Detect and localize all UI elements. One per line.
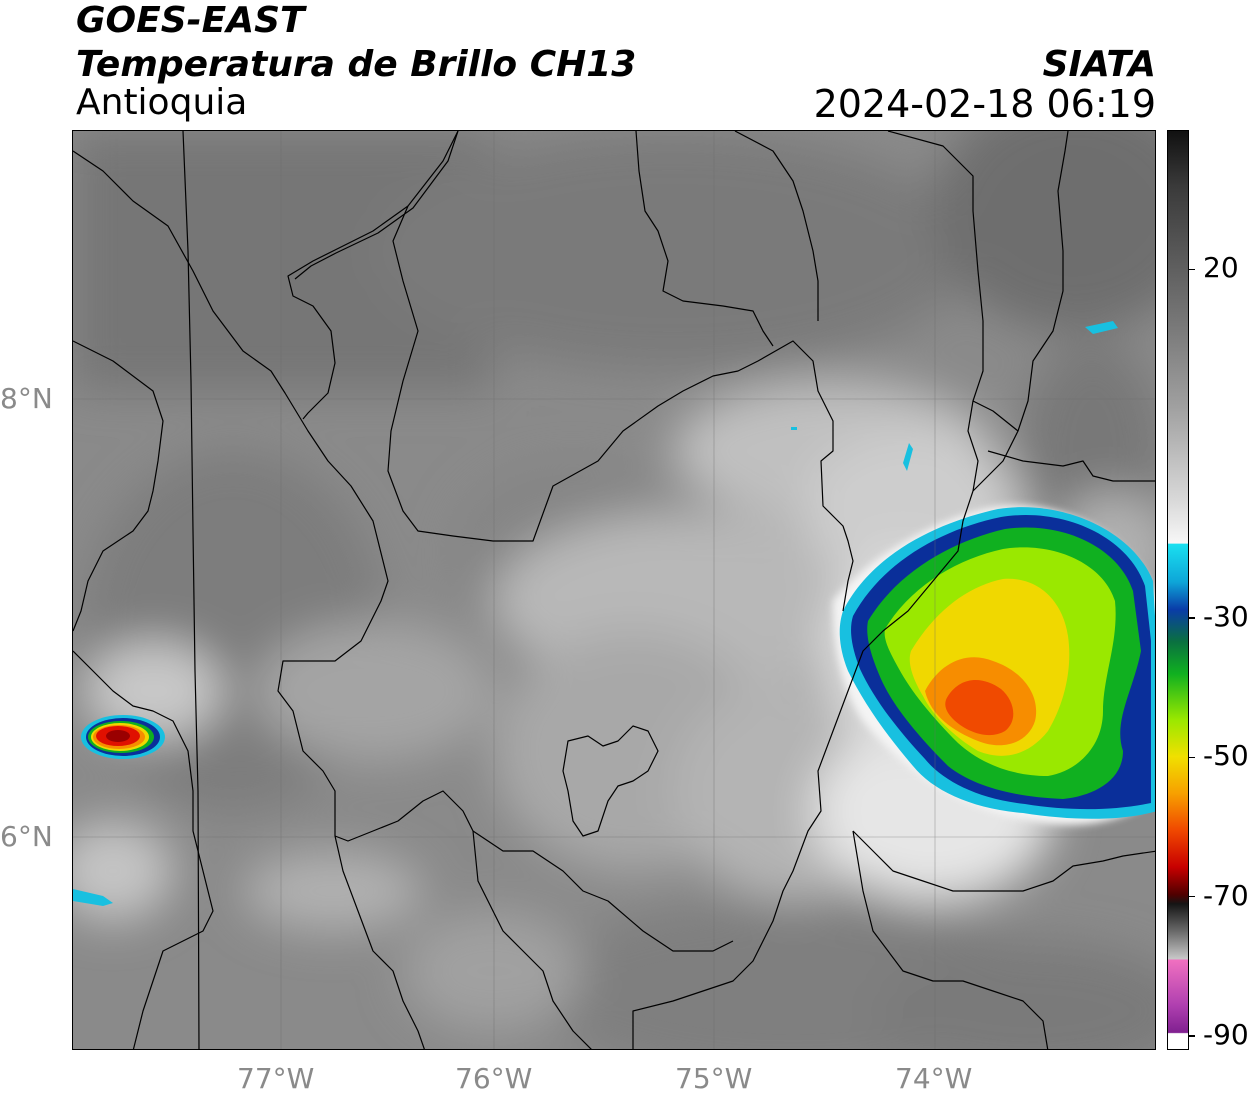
graticule <box>73 131 1155 1049</box>
lon-label-77w: 77°W <box>237 1062 315 1095</box>
timestamp-label: 2024-02-18 06:19 <box>813 82 1156 126</box>
colorbar-tick-mark <box>1189 268 1195 271</box>
colorbar-tick-label: 20 <box>1203 251 1239 285</box>
map-panel[interactable] <box>72 130 1156 1050</box>
lat-label-6n: 6°N <box>0 820 53 853</box>
colorbar-tick-label: -70 <box>1203 878 1249 912</box>
east-convective-cell <box>791 321 1155 825</box>
brightness-temperature-map[interactable] <box>73 131 1156 1050</box>
cyan-speck-ne <box>1085 321 1118 334</box>
lon-label-74w: 74°W <box>895 1062 973 1095</box>
colorbar-gradient <box>1168 131 1188 1049</box>
product-title: Temperatura de Brillo CH13 <box>76 44 637 85</box>
colorbar-tick-mark <box>1189 756 1195 759</box>
colorbar-tick-mark <box>1189 1035 1195 1037</box>
cell-core-red <box>945 679 1014 736</box>
political-boundaries <box>73 131 1155 1049</box>
colorbar-tick-mark <box>1189 617 1195 619</box>
colorbar-tick-mark <box>1189 895 1195 898</box>
lon-label-75w: 75°W <box>675 1062 753 1095</box>
organization-label: SIATA <box>1042 44 1156 85</box>
colorbar-tick-label: -30 <box>1203 599 1249 633</box>
lon-label-76w: 76°W <box>455 1062 533 1095</box>
colorbar-tick-label: -50 <box>1203 739 1249 773</box>
lat-label-8n: 8°N <box>0 382 53 415</box>
colorbar-tick-label: -90 <box>1203 1018 1249 1052</box>
colorbar <box>1167 130 1189 1050</box>
west-convective-cell <box>73 715 165 906</box>
satellite-title: GOES-EAST <box>76 0 305 41</box>
region-title: Antioquia <box>76 82 248 123</box>
